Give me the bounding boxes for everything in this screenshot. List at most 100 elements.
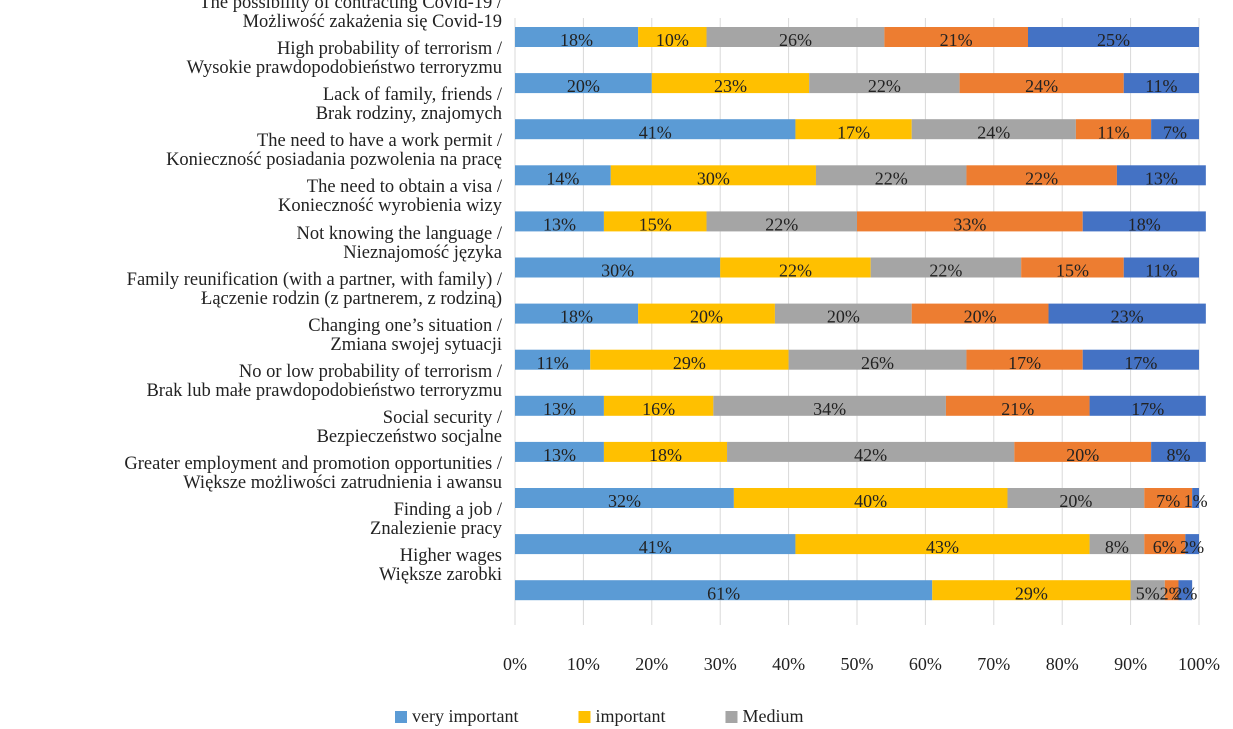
bar-segment	[603, 211, 707, 232]
data-label: 14%	[546, 168, 579, 188]
bar-segment	[638, 27, 707, 47]
data-label: 26%	[779, 30, 812, 50]
bar-segment	[966, 165, 1117, 186]
data-label: 22%	[868, 76, 901, 96]
bar-segment	[706, 211, 857, 232]
data-label: 23%	[714, 76, 747, 96]
bar-segment	[1178, 580, 1193, 601]
data-label: 7%	[1163, 122, 1187, 142]
data-label: 33%	[953, 215, 986, 235]
x-tick-label: 20%	[635, 654, 668, 674]
bar-segment	[603, 395, 714, 416]
data-label: 22%	[875, 168, 908, 188]
bar-segment	[515, 165, 611, 186]
data-label: 17%	[1131, 399, 1164, 419]
bar-segment	[959, 73, 1124, 94]
category-label: Social security / Bezpieczeństwo socjaln…	[316, 407, 502, 447]
category-label: Greater employment and promotion opportu…	[124, 454, 502, 493]
data-label: 20%	[1059, 491, 1092, 511]
bar-segment	[870, 257, 1022, 278]
bar-segment	[1082, 349, 1199, 370]
category-label: High probability of terrorism / Wysokie …	[186, 39, 502, 79]
bar-segment	[706, 27, 885, 47]
category-label: Changing one’s situation / Zmiana swojej…	[308, 315, 502, 355]
category-label: Higher wages Większe zarobki	[378, 546, 502, 586]
bar-segment	[809, 73, 960, 94]
bar-segment	[788, 349, 967, 370]
data-label: 8%	[1166, 445, 1190, 465]
data-label: 1%	[1184, 491, 1208, 511]
bar-segment	[1164, 580, 1179, 601]
bar-segment	[515, 27, 639, 47]
data-label: 13%	[543, 445, 576, 465]
data-label: 2%	[1173, 583, 1197, 603]
bar-segment	[1192, 488, 1199, 508]
x-tick-label: 60%	[909, 654, 942, 674]
bar-segment	[1116, 165, 1206, 186]
category-label: The need to obtain a visa / Konieczność …	[278, 177, 502, 217]
data-label: 22%	[929, 261, 962, 281]
data-label: 42%	[854, 445, 887, 465]
bar-segment	[515, 119, 796, 140]
bar-segment	[911, 303, 1049, 324]
data-label: 15%	[639, 215, 672, 235]
bar-segment	[815, 165, 967, 186]
data-label: 2%	[1160, 583, 1184, 603]
bar-segment	[1144, 488, 1193, 508]
bar-segment	[1014, 441, 1152, 462]
category-label: Family reunification (with a partner, wi…	[126, 269, 502, 309]
bar-segment	[1151, 441, 1206, 462]
bar-segment	[1048, 303, 1206, 324]
data-label: 20%	[567, 76, 600, 96]
bar-segment	[1089, 395, 1206, 416]
bar-segment	[733, 488, 1008, 508]
bar-segment	[1130, 580, 1165, 601]
data-label: 17%	[837, 122, 870, 142]
data-label: 13%	[543, 399, 576, 419]
bar-segment	[1082, 211, 1206, 232]
bar-segment	[515, 441, 604, 462]
bar-segment	[720, 257, 871, 278]
bar-segment	[603, 441, 728, 462]
data-label: 22%	[779, 261, 812, 281]
data-label: 26%	[861, 353, 894, 373]
data-label: 20%	[964, 307, 997, 327]
data-label: 11%	[1145, 76, 1177, 96]
bar-segment	[515, 211, 604, 232]
x-tick-label: 0%	[503, 654, 527, 674]
category-label: The need to have a work permit / Koniecz…	[166, 131, 502, 171]
data-label: 24%	[1025, 76, 1058, 96]
bar-segment	[1007, 488, 1145, 508]
data-label: 41%	[639, 537, 672, 557]
bar-segment	[1123, 73, 1199, 94]
bar-segment	[1185, 534, 1199, 555]
data-label: 17%	[1124, 353, 1157, 373]
data-label: 25%	[1097, 30, 1130, 50]
data-label: 11%	[1145, 261, 1177, 281]
bar-segment	[590, 349, 789, 370]
data-label: 11%	[536, 353, 568, 373]
data-label: 11%	[1097, 122, 1129, 142]
bar-segment	[1028, 27, 1199, 47]
legend-swatch	[395, 711, 407, 723]
data-label: 40%	[854, 491, 887, 511]
bar-segment	[795, 119, 912, 140]
bar-segment	[884, 27, 1028, 47]
data-label: 2%	[1180, 537, 1204, 557]
bar-segment	[727, 441, 1015, 462]
data-label: 10%	[656, 30, 689, 50]
bar-segment	[515, 488, 734, 508]
data-label: 43%	[926, 537, 959, 557]
data-label: 29%	[673, 353, 706, 373]
x-tick-label: 50%	[841, 654, 874, 674]
data-label: 20%	[827, 307, 860, 327]
data-label: 32%	[608, 491, 641, 511]
bar-segment	[932, 580, 1131, 601]
data-label: 5%	[1136, 583, 1160, 603]
data-label: 13%	[543, 215, 576, 235]
bar-segment	[911, 119, 1076, 140]
bar-segment	[651, 73, 810, 94]
data-label: 61%	[707, 583, 740, 603]
data-label: 29%	[1015, 583, 1048, 603]
